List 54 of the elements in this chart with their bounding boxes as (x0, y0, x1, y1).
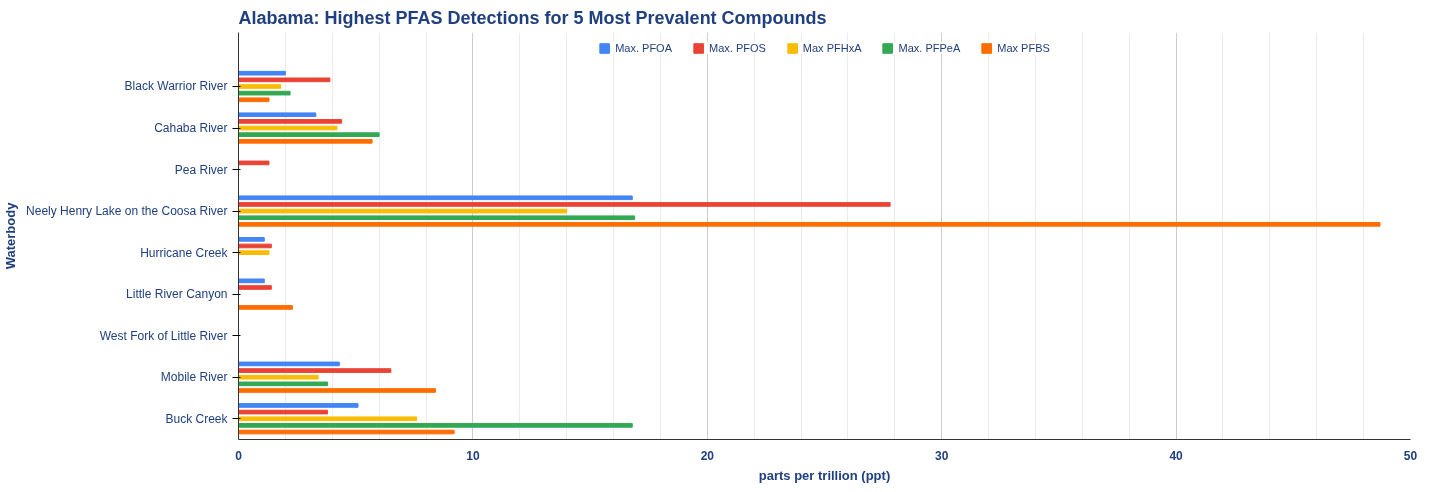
x-tick-label: 20 (700, 448, 715, 463)
legend-label: Max. PFPeA (898, 42, 961, 54)
bar (238, 388, 436, 393)
bar (238, 138, 373, 144)
x-tick-label: 50 (1403, 448, 1418, 463)
bar (238, 195, 633, 201)
bar (238, 112, 317, 118)
bar (238, 429, 455, 435)
x-tick-label: 30 (935, 448, 949, 463)
bar (238, 381, 329, 387)
bar (238, 423, 633, 428)
x-tick-label: 40 (1169, 448, 1184, 463)
bar (238, 361, 340, 367)
y-tick-label: Cahaba River (154, 121, 228, 136)
legend-label: Max. PFOS (708, 42, 766, 54)
bar (238, 90, 291, 96)
legend-label: Max PFBS (997, 42, 1050, 54)
bar (238, 208, 568, 214)
bar (238, 368, 392, 373)
x-tick-label: 10 (466, 448, 480, 463)
y-tick-label: Pea River (174, 162, 228, 177)
bar (238, 285, 272, 290)
legend-label: Max. PFOA (615, 42, 672, 54)
bar (238, 403, 359, 408)
bar (238, 374, 319, 380)
chart-title: Alabama: Highest PFAS Detections for 5 Most Prevalent Compounds (238, 7, 827, 28)
bar (238, 97, 270, 103)
x-tick-label: 0 (235, 448, 243, 463)
bar (238, 77, 331, 83)
bar (238, 70, 286, 76)
bar (238, 132, 380, 137)
y-tick-label: Neely Henry Lake on the Coosa River (26, 204, 228, 219)
bar (238, 416, 418, 422)
y-tick-label: Black Warrior River (124, 79, 228, 94)
bar (238, 160, 270, 166)
legend-label: Max PFHxA (802, 42, 862, 54)
bar (238, 278, 265, 284)
bar (238, 119, 343, 124)
y-tick-label: Buck Creek (165, 411, 229, 426)
bar (238, 243, 272, 249)
y-tick-label: West Fork of Little River (99, 328, 228, 343)
bar (238, 250, 270, 255)
x-axis-title: parts per trillion (ppt) (758, 467, 891, 483)
bar (238, 222, 1381, 227)
bar (238, 215, 636, 221)
bar (238, 202, 891, 207)
bar (238, 409, 329, 415)
bar (238, 237, 265, 242)
bar (238, 305, 293, 310)
y-tick-label: Little River Canyon (126, 287, 228, 302)
y-tick-label: Mobile River (160, 370, 228, 385)
y-tick-label: Hurricane Creek (140, 245, 229, 260)
bar (238, 84, 282, 89)
y-axis-title: Waterbody (3, 201, 19, 270)
